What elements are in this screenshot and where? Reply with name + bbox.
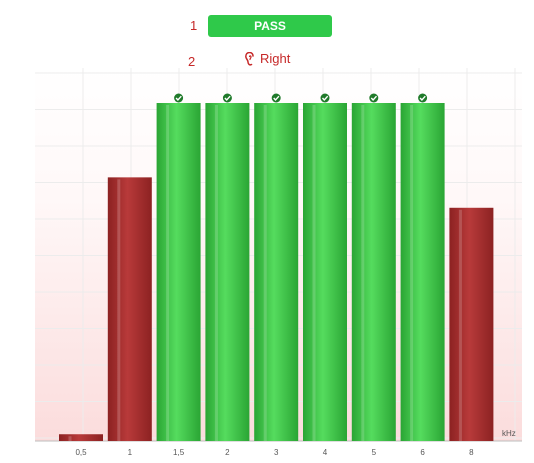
bar-0-5-khz (59, 434, 103, 441)
check-icon (174, 93, 184, 103)
bar-4-khz (303, 103, 347, 441)
bar-6-khz (400, 103, 445, 441)
check-icon (320, 93, 330, 103)
bar-3-khz (254, 103, 299, 441)
pass-result-badge: PASS (208, 15, 332, 37)
x-tick-label: 4 (323, 448, 328, 457)
x-tick-label: 6 (420, 448, 425, 457)
x-tick-label: 1 (128, 448, 133, 457)
callout-1: 1 (190, 18, 198, 33)
bar-5-khz (351, 103, 396, 441)
bar-8-khz (449, 207, 494, 441)
bar-1-5-khz (156, 103, 201, 441)
bar-1-khz (107, 177, 152, 442)
ear-side-label: Right (245, 51, 290, 66)
x-tick-labels: 0,5 1 1,5 2 3 4 5 6 8 (75, 448, 474, 457)
callout-2: 2 (188, 54, 196, 69)
x-tick-label: 3 (274, 448, 279, 457)
x-tick-label: 2 (225, 448, 230, 457)
check-icon (418, 93, 428, 103)
bars (59, 93, 494, 442)
x-axis-label: kHz (502, 429, 516, 438)
ear-icon (245, 51, 254, 66)
check-icon (369, 93, 379, 103)
ear-side-text: Right (260, 51, 291, 66)
x-tick-label: 8 (469, 448, 474, 457)
x-tick-label: 1,5 (173, 448, 185, 457)
check-icon (271, 93, 281, 103)
check-icon (222, 93, 232, 103)
bar-2-khz (205, 103, 250, 441)
x-tick-label: 5 (372, 448, 377, 457)
x-tick-label: 0,5 (75, 448, 87, 457)
